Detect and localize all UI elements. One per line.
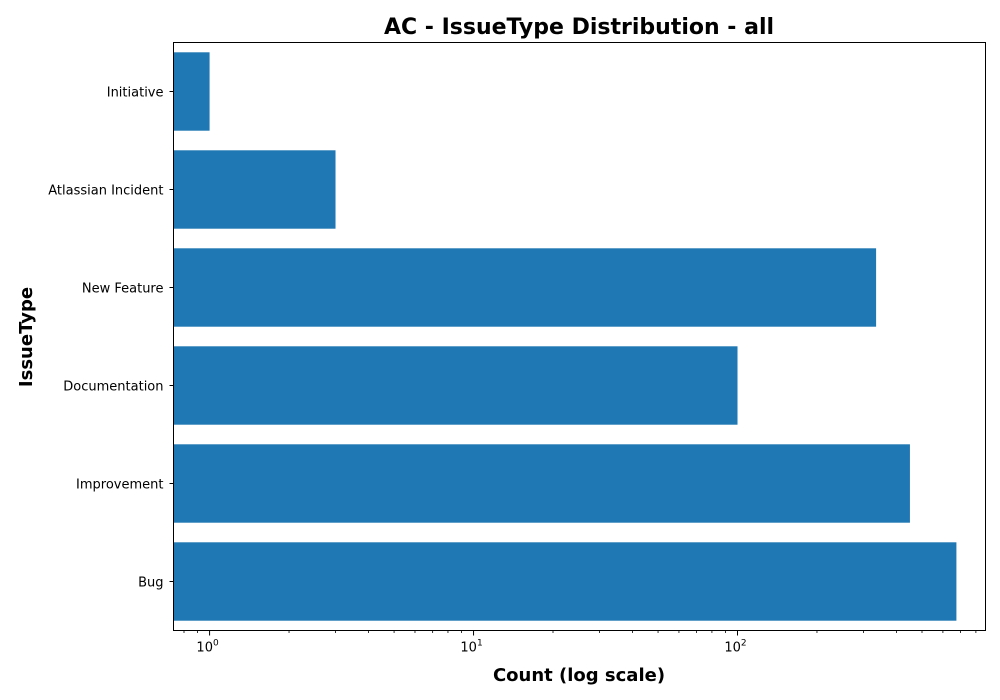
x-axis-ticks: 100 101 102: [183, 630, 977, 656]
x-axis-label: Count (log scale): [493, 665, 665, 686]
y-tick-label: Improvement: [76, 478, 163, 493]
x-tick-label: 100: [196, 639, 219, 656]
bar-bug: [173, 542, 957, 621]
bar-documentation: [173, 346, 738, 425]
bars-group: [173, 52, 957, 621]
y-tick-label: Initiative: [107, 86, 164, 101]
y-axis-label: IssueType: [16, 287, 37, 387]
bar-initiative: [173, 52, 210, 131]
y-tick-label: New Feature: [82, 282, 164, 297]
bar-new-feature: [173, 248, 877, 327]
chart-title: AC - IssueType Distribution - all: [384, 15, 774, 40]
y-tick-label: Bug: [138, 576, 163, 591]
y-tick-label: Documentation: [63, 380, 163, 395]
x-tick-label: 102: [724, 639, 746, 656]
y-axis-ticks: Initiative Atlassian Incident New Feature D…: [48, 86, 174, 591]
x-tick-label: 101: [460, 639, 482, 656]
plot-frame: [173, 42, 986, 631]
bar-atlassian-incident: [173, 150, 336, 229]
y-tick-label: Atlassian Incident: [48, 184, 163, 199]
bar-improvement: [173, 444, 910, 523]
